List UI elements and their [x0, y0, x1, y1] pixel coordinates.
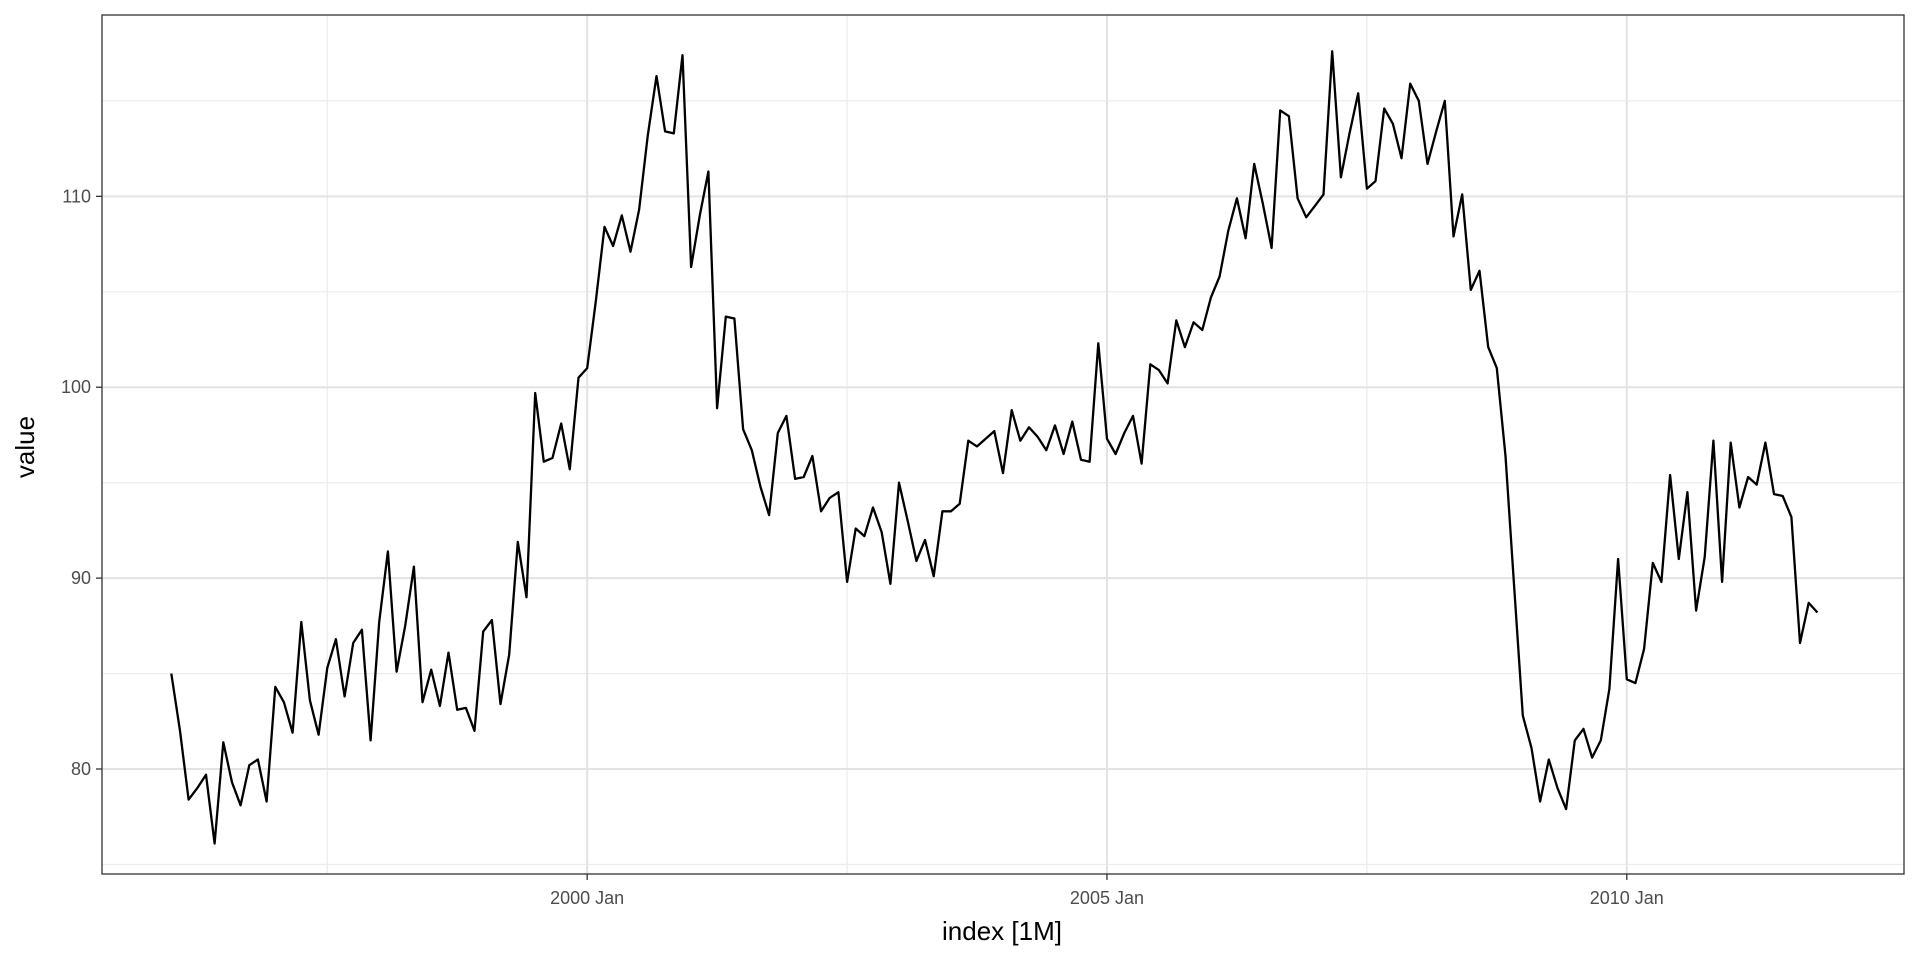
major-grid	[102, 15, 1904, 874]
panel-border	[101, 14, 1905, 875]
x-axis-title: index [1M]	[942, 916, 1062, 946]
y-axis-title: value	[10, 416, 40, 478]
x-tick-label: 2005 Jan	[1070, 888, 1144, 908]
y-tick-label: 110	[62, 186, 91, 206]
y-axis-tick-labels: 80 90 100 110	[61, 186, 91, 779]
minor-grid	[102, 15, 1904, 874]
axis-ticks	[96, 195, 1628, 880]
y-tick-label: 80	[71, 759, 91, 779]
x-axis-tick-labels: 2000 Jan 2005 Jan 2010 Jan	[550, 888, 1664, 908]
series-layer	[170, 50, 1819, 845]
x-tick-label: 2010 Jan	[1590, 888, 1664, 908]
y-tick-label: 100	[61, 377, 91, 397]
y-tick-label: 90	[71, 568, 91, 588]
series-line-0	[170, 50, 1819, 845]
x-tick-label: 2000 Jan	[550, 888, 624, 908]
